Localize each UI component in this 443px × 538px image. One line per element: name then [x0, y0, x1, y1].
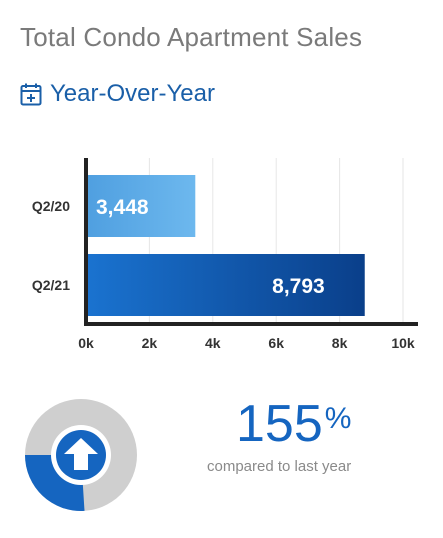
bar-value-label: 8,793	[272, 275, 325, 298]
x-tick-label: 4k	[205, 335, 221, 351]
bar-q2-21	[86, 254, 365, 316]
percent-value: 155	[236, 395, 323, 453]
bar-chart: 0k 2k 4k 6k 8k 10k Q2/20 3,448 Q2/21 8,793	[32, 158, 418, 351]
x-tick-label: 6k	[268, 335, 284, 351]
calendar-plus-icon	[20, 83, 42, 106]
percent-change: 155%	[236, 398, 351, 450]
category-label: Q2/21	[32, 277, 70, 293]
percent-caption: compared to last year	[207, 458, 352, 475]
x-tick-label: 8k	[332, 335, 348, 351]
percent-donut	[25, 399, 137, 511]
bar-q2-20	[86, 175, 196, 237]
x-tick-label: 2k	[142, 335, 158, 351]
up-arrow-icon	[51, 425, 111, 485]
chart-title: Total Condo Apartment Sales	[20, 22, 363, 52]
x-tick-label: 10k	[391, 335, 415, 351]
chart-subtitle: Year-Over-Year	[20, 80, 215, 108]
category-label: Q2/20	[32, 198, 70, 214]
bar-value-label: 3,448	[96, 196, 149, 219]
percent-sign: %	[324, 402, 352, 435]
subtitle-text: Year-Over-Year	[50, 80, 215, 107]
x-tick-label: 0k	[78, 335, 94, 351]
